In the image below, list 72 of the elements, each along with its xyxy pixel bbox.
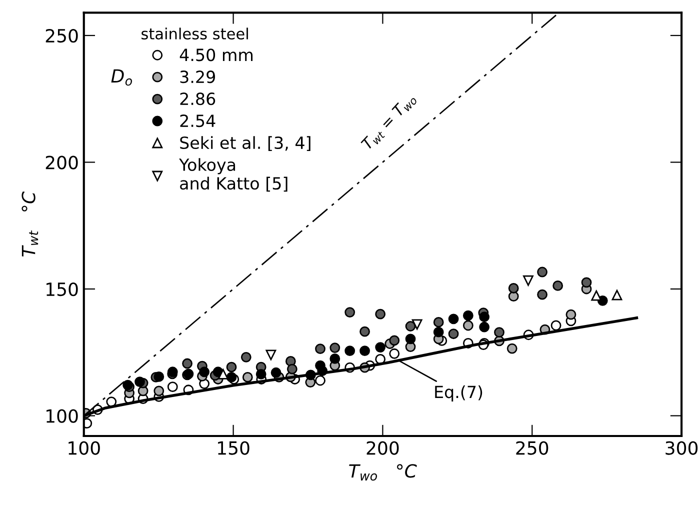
y-tick-label: 100 bbox=[46, 409, 78, 423]
point bbox=[226, 362, 237, 372]
point bbox=[375, 308, 386, 320]
point bbox=[344, 346, 356, 356]
point bbox=[154, 371, 164, 382]
annotation: Eq.(7) bbox=[435, 385, 482, 402]
y-tick-label: 250 bbox=[46, 28, 78, 43]
point bbox=[256, 368, 266, 380]
point bbox=[315, 375, 326, 386]
legend-label: Seki et al. [3, 4] bbox=[180, 136, 310, 152]
point bbox=[240, 352, 252, 362]
point bbox=[266, 350, 276, 360]
point bbox=[433, 316, 444, 328]
point bbox=[479, 312, 490, 322]
point bbox=[448, 314, 459, 324]
annotation: D$_{o}$ bbox=[111, 69, 132, 86]
y-tick-label: 200 bbox=[46, 156, 78, 170]
point bbox=[134, 376, 145, 387]
point bbox=[330, 342, 340, 354]
legend-label: 2.86 bbox=[180, 92, 216, 106]
point bbox=[494, 327, 504, 338]
point bbox=[506, 343, 518, 354]
point bbox=[360, 346, 370, 356]
point bbox=[330, 353, 340, 364]
x-tick-label: 200 bbox=[366, 441, 399, 455]
annotation: T$_{wt}$ = T$_{wo}$ bbox=[360, 92, 418, 152]
legend-label: 4.50 mm bbox=[180, 48, 253, 62]
point bbox=[270, 367, 282, 378]
point bbox=[167, 382, 178, 392]
point bbox=[523, 275, 534, 286]
point bbox=[550, 320, 562, 331]
point bbox=[479, 322, 490, 332]
point bbox=[182, 358, 192, 369]
point bbox=[405, 321, 416, 332]
x-tick-label: 150 bbox=[218, 441, 250, 455]
point bbox=[612, 290, 622, 300]
point bbox=[106, 396, 117, 408]
point bbox=[581, 277, 592, 288]
text: T$_{wt}$ °C bbox=[22, 192, 38, 257]
point bbox=[433, 326, 444, 338]
point bbox=[375, 342, 386, 353]
legend-label: Yokoya and Katto [5] bbox=[179, 158, 288, 192]
point bbox=[344, 307, 356, 318]
y-tick-label: 150 bbox=[46, 282, 78, 296]
point bbox=[552, 280, 564, 291]
point bbox=[218, 368, 228, 380]
point bbox=[537, 266, 548, 278]
point bbox=[154, 386, 164, 396]
x-tick-label: 300 bbox=[666, 441, 698, 455]
point bbox=[226, 372, 237, 382]
point bbox=[462, 320, 474, 331]
point bbox=[389, 335, 400, 346]
point bbox=[537, 289, 548, 300]
point bbox=[405, 334, 416, 344]
point bbox=[412, 319, 422, 330]
point bbox=[448, 328, 459, 340]
point bbox=[315, 360, 326, 371]
point bbox=[286, 364, 298, 374]
point bbox=[315, 344, 326, 354]
x-tick-label: 100 bbox=[68, 441, 100, 455]
point bbox=[508, 283, 519, 294]
legend-label: 2.54 bbox=[180, 114, 216, 128]
point bbox=[389, 348, 400, 359]
text: T$_{wo}$ °C bbox=[349, 464, 417, 481]
legend-label: 3.29 bbox=[180, 70, 215, 84]
point bbox=[242, 372, 253, 382]
point bbox=[199, 366, 210, 378]
point bbox=[566, 309, 576, 320]
point bbox=[462, 310, 474, 321]
x-tick-label: 250 bbox=[516, 441, 548, 455]
legend-title: stainless steel bbox=[142, 28, 248, 40]
point bbox=[360, 326, 370, 337]
